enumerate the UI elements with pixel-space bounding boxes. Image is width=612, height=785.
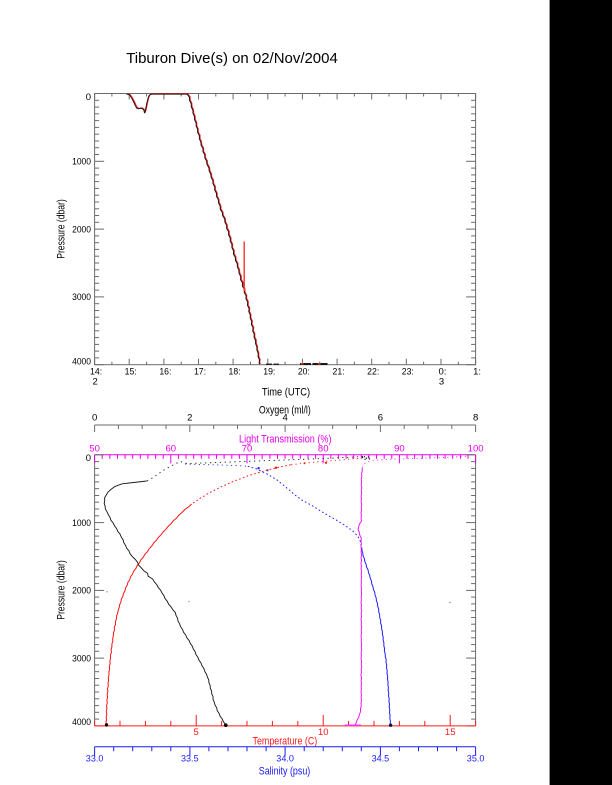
svg-text:15:: 15: [125, 366, 137, 377]
svg-text:33.0: 33.0 [86, 753, 104, 764]
svg-text:20:: 20: [298, 366, 310, 377]
svg-text:Tiburon Dive(s) on 02/Nov/2004: Tiburon Dive(s) on 02/Nov/2004 [126, 50, 338, 67]
svg-text:6: 6 [378, 413, 383, 424]
svg-text:4: 4 [282, 413, 287, 424]
svg-text:80: 80 [318, 443, 329, 454]
svg-text:3000: 3000 [72, 292, 91, 303]
svg-text:8: 8 [473, 413, 478, 424]
svg-text:5: 5 [194, 727, 199, 738]
svg-text:33.5: 33.5 [181, 753, 199, 764]
svg-text:0: 0 [86, 92, 91, 103]
svg-text:16:: 16: [159, 366, 171, 377]
svg-text:4000: 4000 [72, 357, 91, 368]
svg-text:15: 15 [445, 727, 456, 738]
svg-text:2000: 2000 [72, 586, 91, 597]
svg-text:14:: 14: [90, 366, 102, 377]
svg-text:50: 50 [89, 443, 100, 454]
svg-text:23:: 23: [402, 366, 414, 377]
svg-text:60: 60 [166, 443, 177, 454]
svg-text:100: 100 [468, 443, 484, 454]
svg-text:Temperature (C): Temperature (C) [253, 736, 318, 748]
svg-text:4000: 4000 [72, 717, 91, 728]
svg-text:Salinity (psu): Salinity (psu) [259, 765, 311, 777]
svg-text:1000: 1000 [72, 518, 91, 529]
svg-text:1:: 1: [473, 366, 481, 377]
svg-text:19:: 19: [263, 366, 275, 377]
svg-text:21:: 21: [333, 366, 345, 377]
svg-text:0: 0 [86, 453, 91, 464]
svg-text:Time (UTC): Time (UTC) [262, 387, 310, 399]
svg-text:18:: 18: [229, 366, 241, 377]
svg-text:34.0: 34.0 [276, 753, 294, 764]
svg-text:1000: 1000 [72, 157, 91, 168]
svg-text:2000: 2000 [72, 224, 91, 235]
svg-text:Light Transmission (%): Light Transmission (%) [239, 433, 332, 445]
svg-text:34.5: 34.5 [372, 753, 390, 764]
svg-text:22:: 22: [367, 366, 379, 377]
svg-text:17:: 17: [194, 366, 206, 377]
svg-text:Oxygen (ml/l): Oxygen (ml/l) [259, 405, 311, 417]
svg-text:Pressure (dbar): Pressure (dbar) [55, 199, 67, 259]
svg-text:0:: 0: [439, 366, 447, 377]
svg-text:0: 0 [92, 413, 97, 424]
svg-text:90: 90 [394, 443, 405, 454]
svg-text:Pressure (dbar): Pressure (dbar) [55, 560, 67, 620]
svg-text:2: 2 [92, 376, 97, 387]
svg-text:3000: 3000 [72, 653, 91, 664]
svg-text:2: 2 [187, 413, 192, 424]
svg-text:3: 3 [439, 376, 444, 387]
svg-text:35.0: 35.0 [467, 753, 485, 764]
svg-text:70: 70 [242, 443, 253, 454]
svg-text:10: 10 [318, 727, 329, 738]
